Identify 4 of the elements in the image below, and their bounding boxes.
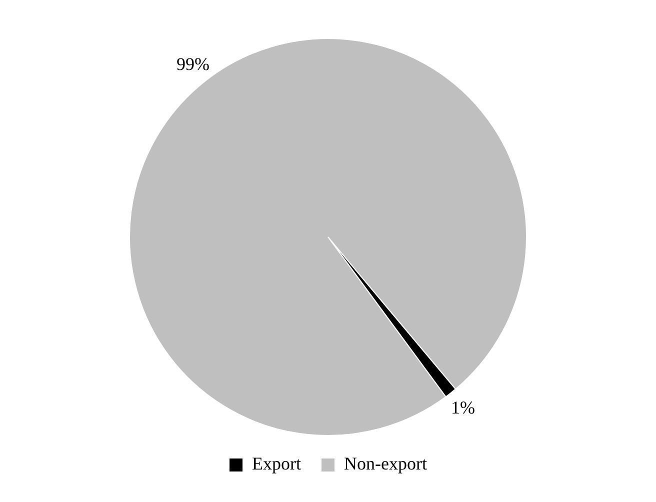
legend-label: Export [252,454,302,474]
legend-label: Non-export [344,454,427,474]
data-label: 99% [176,54,210,74]
data-label: 1% [451,397,476,418]
